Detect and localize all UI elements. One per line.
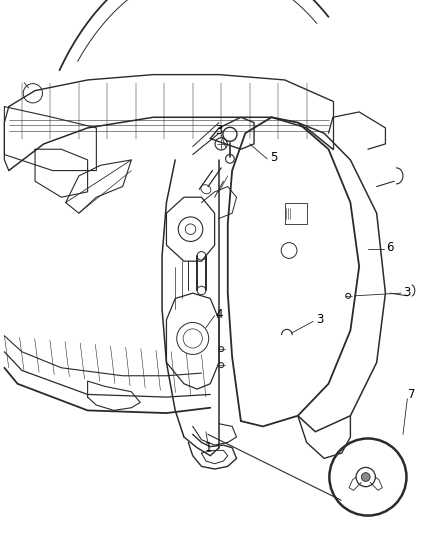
Text: 1: 1 xyxy=(204,441,212,454)
Circle shape xyxy=(361,473,370,481)
Text: 3: 3 xyxy=(215,124,223,136)
Circle shape xyxy=(356,467,375,487)
Text: 3: 3 xyxy=(404,286,411,298)
Text: 3: 3 xyxy=(316,313,323,326)
Text: 7: 7 xyxy=(408,388,416,401)
Text: 5: 5 xyxy=(270,151,277,164)
Text: 6: 6 xyxy=(386,241,394,254)
Circle shape xyxy=(329,439,406,515)
Text: 4: 4 xyxy=(215,308,223,321)
